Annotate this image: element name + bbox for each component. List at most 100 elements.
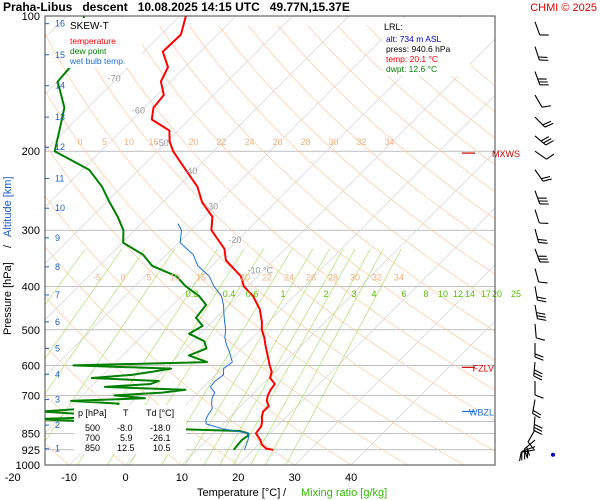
wind-barb-staff bbox=[534, 323, 537, 338]
wind-barb-feather bbox=[541, 105, 551, 108]
y-tick-label: 850 bbox=[22, 428, 40, 440]
wind-barb bbox=[534, 190, 549, 205]
isotherm-label: -20 bbox=[228, 235, 241, 245]
wind-barb bbox=[532, 399, 542, 419]
dry-adiabat-line bbox=[45, 32, 495, 452]
chart-header-title: Praha-Libus descent 10.08.2025 14:15 UTC… bbox=[3, 0, 350, 14]
theta-label: 15 bbox=[196, 272, 206, 282]
wind-barb-staff bbox=[534, 116, 546, 128]
wind-barb bbox=[534, 304, 547, 321]
mixing-ratio-label: 1 bbox=[280, 289, 285, 299]
isotherm-line bbox=[45, 16, 124, 95]
theta-label: 16 bbox=[148, 137, 158, 147]
wind-barb bbox=[534, 116, 554, 128]
wind-barb-feather bbox=[546, 153, 555, 160]
mixing-ratio-line bbox=[264, 248, 384, 465]
theta-label: 34 bbox=[384, 137, 394, 147]
altitude-tick-label: 10 bbox=[55, 203, 65, 213]
legend-item-temperature: temperature bbox=[70, 36, 116, 46]
level-table-header-p: p [hPa] bbox=[78, 408, 107, 418]
x-axis-title: Temperature [°C] bbox=[197, 487, 280, 499]
theta-label: 34 bbox=[394, 272, 404, 282]
wind-barb bbox=[533, 362, 543, 381]
theta-label: 22 bbox=[262, 272, 272, 282]
y-axis-title-altitude: Altitude [km] bbox=[2, 176, 14, 237]
mixing-ratio-line bbox=[250, 248, 371, 465]
theta-label: 0 bbox=[77, 137, 82, 147]
theta-label: 24 bbox=[244, 137, 254, 147]
wind-barb bbox=[518, 449, 536, 462]
y-tick-label: 925 bbox=[22, 445, 40, 457]
isotherm-label: -50 bbox=[156, 138, 169, 148]
mixing-ratio-line bbox=[184, 248, 314, 465]
y-tick-label: 1000 bbox=[16, 460, 40, 472]
theta-label: 22 bbox=[216, 137, 226, 147]
isotherm-line bbox=[294, 264, 495, 465]
dry-adiabat-line bbox=[45, 195, 352, 465]
wind-barb bbox=[533, 416, 543, 435]
wind-barb-staff bbox=[534, 209, 540, 224]
isotherm-line bbox=[45, 16, 180, 152]
wind-barb-staff bbox=[534, 228, 540, 243]
altitude-tick-label: 4 bbox=[55, 369, 60, 379]
theta-label: 10 bbox=[170, 272, 180, 282]
y-tick-label: 300 bbox=[22, 225, 40, 237]
level-table-header-t: T bbox=[123, 408, 129, 418]
wind-barb-staff bbox=[534, 190, 541, 205]
altitude-tick-label: 5 bbox=[55, 343, 60, 353]
legend-item-wetbulb: wet bulb temp. bbox=[69, 56, 125, 66]
x-tick-label: -10 bbox=[61, 472, 77, 484]
theta-label: 24 bbox=[284, 272, 294, 282]
mixing-ratio-line bbox=[219, 248, 344, 465]
dry-adiabat-line bbox=[45, 89, 465, 465]
level-table-cell: -18.0 bbox=[150, 423, 171, 433]
altitude-tick-label: 7 bbox=[55, 290, 60, 300]
wind-barbs bbox=[518, 21, 555, 462]
isotherm-label: -40 bbox=[184, 166, 197, 176]
wind-barb-feather bbox=[536, 296, 546, 300]
mixing-ratio-line bbox=[45, 248, 123, 360]
altitude-tick-label: 6 bbox=[55, 317, 60, 327]
theta-label: 28 bbox=[328, 272, 338, 282]
mixing-ratio-line bbox=[285, 248, 402, 465]
altitude-tick-label: 11 bbox=[55, 173, 64, 183]
wind-barb bbox=[534, 286, 547, 303]
altitude-tick-label: 3 bbox=[55, 395, 60, 405]
theta-label: 26 bbox=[306, 272, 316, 282]
wind-barb-staff bbox=[534, 248, 541, 263]
wind-barb bbox=[534, 209, 549, 224]
mixing-ratio-label: 2 bbox=[323, 289, 328, 299]
plot-frame bbox=[44, 15, 496, 466]
level-table-cell: 5.9 bbox=[120, 433, 133, 443]
wind-barb-feather bbox=[534, 394, 544, 399]
wind-barb-staff bbox=[534, 21, 541, 36]
wind-barb-staff bbox=[521, 449, 536, 453]
theta-label: 20 bbox=[240, 272, 250, 282]
dry-adiabat-line bbox=[70, 25, 495, 421]
wind-barb bbox=[534, 135, 554, 146]
wind-barb-feather bbox=[544, 122, 554, 128]
isotherm-line bbox=[238, 207, 495, 465]
isotherm-line bbox=[45, 16, 293, 264]
isotherm-line bbox=[350, 320, 495, 465]
isotherm-line bbox=[125, 95, 495, 465]
wind-barb-staff bbox=[523, 439, 536, 450]
altitude-tick-label: 16 bbox=[55, 19, 65, 29]
wind-barb-feather bbox=[543, 138, 552, 144]
altitude-tick-label: 8 bbox=[55, 262, 60, 272]
theta-label: -5 bbox=[93, 272, 101, 282]
dry-adiabat-line bbox=[188, 25, 495, 303]
wind-barb-feather bbox=[536, 312, 546, 315]
x-tick-label: 30 bbox=[289, 472, 301, 484]
level-table-cell: 500 bbox=[85, 423, 100, 433]
isotherm-line bbox=[45, 16, 350, 321]
wind-barb-staff bbox=[534, 286, 538, 301]
wind-barb-feather bbox=[532, 409, 542, 416]
mixing-ratio-label: 0.4 bbox=[223, 289, 236, 299]
wind-barb bbox=[534, 21, 549, 36]
dry-adiabat-line bbox=[129, 25, 495, 361]
wind-barb bbox=[534, 323, 546, 341]
dry-adiabat-line bbox=[218, 25, 495, 275]
wind-barb-feather bbox=[518, 452, 522, 462]
wind-barb-feather bbox=[538, 241, 548, 244]
